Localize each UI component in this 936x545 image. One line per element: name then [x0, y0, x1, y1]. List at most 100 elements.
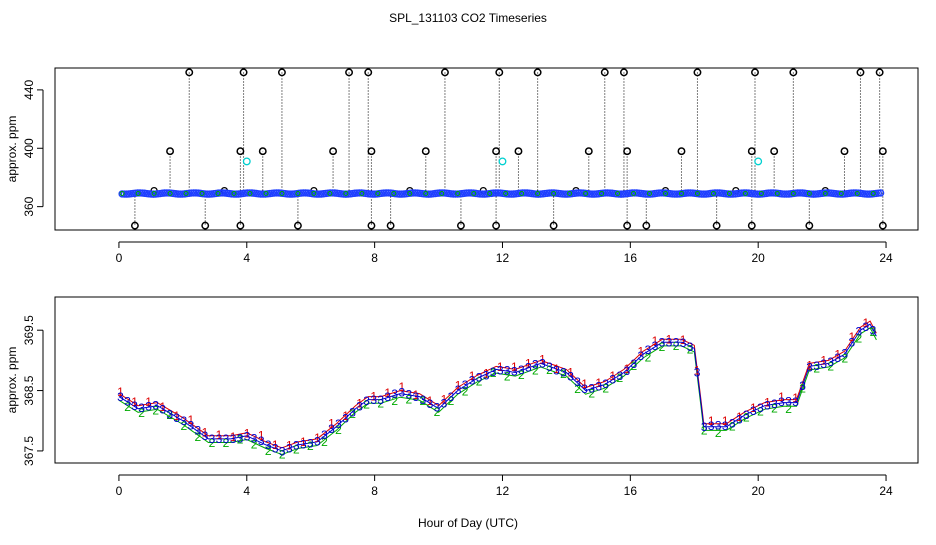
baseline-point — [505, 190, 513, 198]
baseline-point-green — [710, 191, 716, 197]
series-3-marker: 3 — [356, 399, 363, 413]
series-3-marker: 3 — [117, 390, 124, 404]
baseline-point-green — [135, 191, 141, 197]
outlier-point-high — [619, 68, 628, 77]
series-2-marker: 2 — [813, 362, 820, 376]
series-1-marker: 1 — [455, 379, 462, 393]
series-3-marker: 3 — [778, 395, 785, 409]
series-3-marker: 3 — [525, 360, 532, 374]
series-3-marker: 3 — [216, 432, 223, 446]
series-3-marker: 3 — [595, 379, 602, 393]
series-3-marker: 3 — [848, 335, 855, 349]
baseline-point-green — [615, 191, 621, 197]
series-2-marker: 2 — [180, 419, 187, 433]
series-3-marker: 3 — [293, 439, 300, 453]
series-2-marker: 2 — [391, 394, 398, 408]
series-3-marker: 3 — [567, 369, 574, 383]
baseline-point-green — [774, 191, 780, 197]
outlier-point-mid — [770, 147, 779, 156]
baseline-point-green — [758, 191, 764, 197]
series-3-marker: 3 — [279, 444, 286, 458]
series-3-marker: 3 — [483, 368, 490, 382]
series-3-marker: 3 — [272, 442, 279, 456]
baseline-point-green — [423, 191, 429, 197]
series-3-marker: 3 — [539, 357, 546, 371]
series-3-marker: 3 — [441, 396, 448, 410]
series-1-marker: 1 — [216, 428, 223, 442]
baseline-point — [272, 189, 281, 197]
baseline-point-green — [295, 191, 301, 197]
series-3-marker: 3 — [145, 399, 152, 413]
outlier-point-low — [236, 221, 245, 230]
baseline-point — [588, 190, 596, 198]
baseline-point-green — [806, 191, 812, 197]
bottom-y-axis-label: approx. ppm — [5, 347, 19, 414]
outlier-point-low — [201, 221, 210, 230]
baseline-point-green — [870, 191, 876, 197]
baseline-point — [657, 189, 666, 197]
top-y-tick-label: 440 — [22, 80, 36, 100]
series-2-marker: 2 — [645, 351, 652, 365]
series-3-marker: 3 — [799, 379, 806, 393]
baseline-point — [451, 190, 460, 198]
series-1-marker: 1 — [764, 396, 771, 410]
series-1-marker: 1 — [511, 360, 518, 374]
series-1-marker: 1 — [722, 414, 729, 428]
series-3-marker: 3 — [694, 366, 701, 380]
baseline-point-green — [167, 191, 173, 197]
top-panel: 0 4 8 12 16 20 24 360 400 440 approx. ppm — [5, 67, 919, 265]
series-3-marker: 3 — [434, 401, 441, 415]
baseline-point-green — [231, 191, 237, 197]
series-1-marker: 1 — [258, 429, 265, 443]
x-axis-label: Hour of Day (UTC) — [418, 516, 518, 530]
baseline-point-green — [279, 191, 285, 197]
series-3-marker: 3 — [652, 339, 659, 353]
baseline-point-green — [311, 191, 317, 197]
series-1-marker: 1 — [244, 427, 251, 441]
series-2-marker: 2 — [251, 438, 258, 452]
series-2-marker: 2 — [546, 363, 553, 377]
baseline-point-green — [487, 191, 493, 197]
series-3-marker: 3 — [870, 324, 877, 338]
series-2-marker: 2 — [757, 404, 764, 418]
series-2-marker: 2 — [434, 405, 441, 419]
series-3-marker: 3 — [223, 432, 230, 446]
outlier-point-mid — [492, 147, 501, 156]
outlier-point-low — [293, 221, 302, 230]
series-2-marker: 2 — [405, 392, 412, 406]
baseline-point-green — [215, 191, 221, 197]
series-3-marker: 3 — [195, 424, 202, 438]
series-1-marker: 1 — [370, 390, 377, 404]
series-3-marker: 3 — [532, 358, 539, 372]
outlier-point-mid — [421, 147, 430, 156]
series-3-marker: 3 — [834, 351, 841, 365]
series-1-marker: 1 — [173, 409, 180, 423]
baseline-point — [767, 189, 775, 197]
series-2-marker: 2 — [631, 359, 638, 373]
series-2-marker: 2 — [166, 408, 173, 422]
outlier-point-high — [185, 68, 194, 77]
series-1-marker: 1 — [272, 438, 279, 452]
baseline-point-green — [391, 191, 397, 197]
series-2-marker: 2 — [223, 436, 230, 450]
series-3-marker: 3 — [574, 375, 581, 389]
series-2-marker: 2 — [462, 385, 469, 399]
series-3-marker: 3 — [616, 369, 623, 383]
series-2-marker: 2 — [237, 433, 244, 447]
baseline-point-green — [471, 191, 477, 197]
series-3-marker: 3 — [173, 411, 180, 425]
baseline-point-green — [151, 191, 157, 197]
baseline-point — [601, 189, 610, 197]
baseline-point — [313, 190, 321, 198]
baseline-point — [120, 190, 129, 198]
outlier-point-high — [856, 68, 865, 77]
series-2-marker: 2 — [265, 444, 272, 458]
series-3-marker: 3 — [785, 394, 792, 408]
outlier-point-high — [533, 68, 542, 77]
baseline-point — [574, 189, 583, 197]
series-2-marker: 2 — [490, 366, 497, 380]
series-3-marker: 3 — [180, 414, 187, 428]
